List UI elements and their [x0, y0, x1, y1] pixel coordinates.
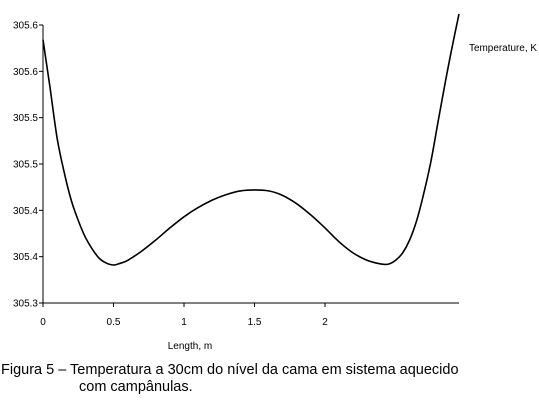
y-tick-label: 305.4: [13, 206, 38, 217]
y-tick-label: 305.6: [13, 21, 38, 32]
caption-line-2: com campânulas.: [79, 379, 193, 395]
series-group: [42, 13, 460, 266]
legend-label: Temperature, K: [469, 43, 537, 54]
x-tick-label: 0.5: [107, 317, 121, 328]
y-tick-label: 305.3: [13, 299, 38, 310]
caption-line-1: Figura 5 – Temperatura a 30cm do nível d…: [1, 362, 459, 378]
x-tick-label: 1.5: [248, 317, 262, 328]
x-axis-ticks: 0 0.5 1 1.5 2: [40, 303, 328, 328]
y-axis-ticks: 305.3 305.4 305.4 305.5 305.5 305.6 305.6: [13, 21, 43, 310]
series-line-temperature: [42, 13, 460, 266]
x-tick-label: 1: [181, 317, 187, 328]
x-tick-label: 2: [322, 317, 328, 328]
figure-caption: Figura 5 – Temperatura a 30cm do nível d…: [0, 362, 539, 396]
x-tick-label: 0: [40, 317, 46, 328]
y-tick-label: 305.5: [13, 160, 38, 171]
line-chart: 305.3 305.4 305.4 305.5 305.5 305.6 305.6 0 0.5…: [13, 13, 537, 352]
y-tick-label: 305.5: [13, 113, 38, 124]
x-axis-label: Length, m: [168, 341, 212, 352]
y-tick-label: 305.6: [13, 67, 38, 78]
y-tick-label: 305.4: [13, 252, 38, 263]
